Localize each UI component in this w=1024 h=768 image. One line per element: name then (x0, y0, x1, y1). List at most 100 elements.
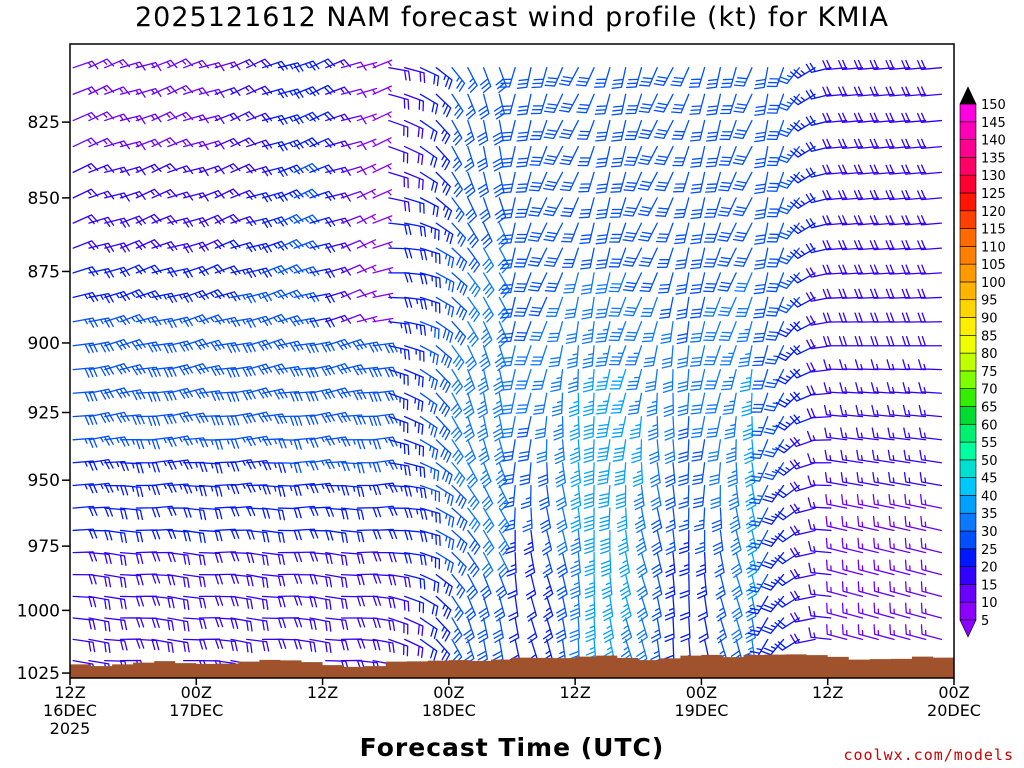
wind-barb (623, 171, 643, 192)
wind-barb (672, 171, 690, 193)
wind-barb (790, 171, 816, 184)
wind-barb (261, 191, 288, 202)
wind-barb (119, 264, 146, 275)
wind-barb (690, 272, 706, 294)
wind-barb (636, 595, 649, 622)
wind-barb (388, 345, 411, 361)
wind-barb (698, 617, 709, 643)
colorbar-swatch (959, 121, 977, 140)
wind-barb (806, 430, 832, 442)
wind-barb (722, 392, 737, 415)
wind-barb (889, 602, 911, 619)
wind-barb (751, 392, 769, 413)
wind-barb (419, 119, 438, 142)
wind-barb (570, 462, 581, 488)
wind-barb (716, 617, 727, 644)
wind-barb (435, 171, 451, 196)
wind-barb (854, 264, 879, 275)
wind-barb (665, 529, 676, 555)
wind-barb (309, 595, 332, 611)
wind-barb (774, 617, 800, 630)
wind-barb (246, 315, 273, 326)
wind-barb (695, 551, 707, 577)
wind-barb (636, 573, 649, 600)
wind-barb (388, 484, 412, 497)
wind-barb (493, 368, 505, 395)
colorbar-swatch (959, 548, 977, 567)
wind-barb (789, 345, 816, 356)
wind-barb (492, 145, 504, 172)
wind-barb (246, 291, 272, 303)
wind-barb (476, 392, 489, 419)
wind-barb (372, 85, 392, 95)
wind-barb (920, 559, 943, 576)
chart-title: 2025121612 NAM forecast wind profile (kt… (135, 2, 889, 33)
wind-barb (917, 189, 943, 201)
wind-barb (501, 415, 516, 439)
wind-barb (790, 119, 816, 132)
wind-barb (451, 247, 468, 272)
wind-barb (838, 164, 864, 175)
wind-barb (464, 439, 477, 466)
wind-barb (528, 272, 548, 292)
x-tick-label: 12Z (812, 683, 843, 702)
wind-barb (706, 93, 722, 116)
wind-barb (761, 551, 785, 569)
wind-barb (419, 171, 438, 193)
wind-barb (183, 595, 207, 609)
wind-barb (650, 484, 662, 511)
wind-barb (451, 272, 468, 296)
wind-barb (789, 368, 816, 379)
wind-barb (525, 573, 537, 600)
wind-barb (578, 197, 595, 219)
wind-barb (564, 296, 579, 319)
wind-barb (641, 321, 658, 343)
wind-barb (435, 462, 453, 485)
wind-barb (277, 439, 302, 450)
wind-barb (356, 439, 381, 450)
wind-barb (293, 342, 319, 354)
wind-barb (826, 602, 848, 619)
wind-barb (214, 638, 238, 652)
wind-barb (356, 138, 377, 148)
wind-barb (623, 296, 643, 317)
colorbar-label: 30 (981, 525, 998, 540)
wind-barb (325, 86, 352, 96)
colorbar-label: 45 (981, 472, 998, 487)
wind-barb (479, 345, 491, 372)
wind-barb (839, 382, 864, 394)
wind-barb (614, 462, 627, 486)
wind-barb (309, 190, 336, 201)
colorbar-swatch (959, 299, 977, 318)
wind-barb (388, 145, 409, 164)
wind-barb (664, 595, 676, 621)
wind-barb (717, 197, 737, 217)
wind-barb (435, 507, 455, 528)
wind-barb (595, 247, 611, 270)
wind-barb (774, 638, 800, 651)
wind-barb (634, 507, 646, 534)
wind-barb (612, 439, 627, 462)
wind-barb (580, 247, 595, 270)
wind-barb (761, 573, 785, 591)
wind-barb (596, 415, 611, 439)
wind-barb (372, 573, 397, 586)
wind-barb (198, 289, 225, 300)
wind-barb (404, 638, 424, 658)
wind-barb (419, 296, 441, 314)
wind-barb (748, 507, 769, 527)
wind-barb (514, 222, 532, 243)
colorbar-max-arrow (959, 86, 977, 105)
wind-barb (502, 462, 516, 486)
wind-barb (88, 292, 114, 304)
wind-barb (520, 484, 532, 510)
wind-barb (104, 436, 130, 447)
wind-barb (608, 321, 627, 342)
wind-barb (435, 272, 455, 293)
wind-barb (918, 382, 943, 394)
wind-barb (465, 345, 477, 372)
wind-barb (826, 624, 848, 641)
wind-barb (531, 67, 548, 89)
wind-barb (790, 222, 816, 235)
wind-barb (673, 197, 690, 219)
